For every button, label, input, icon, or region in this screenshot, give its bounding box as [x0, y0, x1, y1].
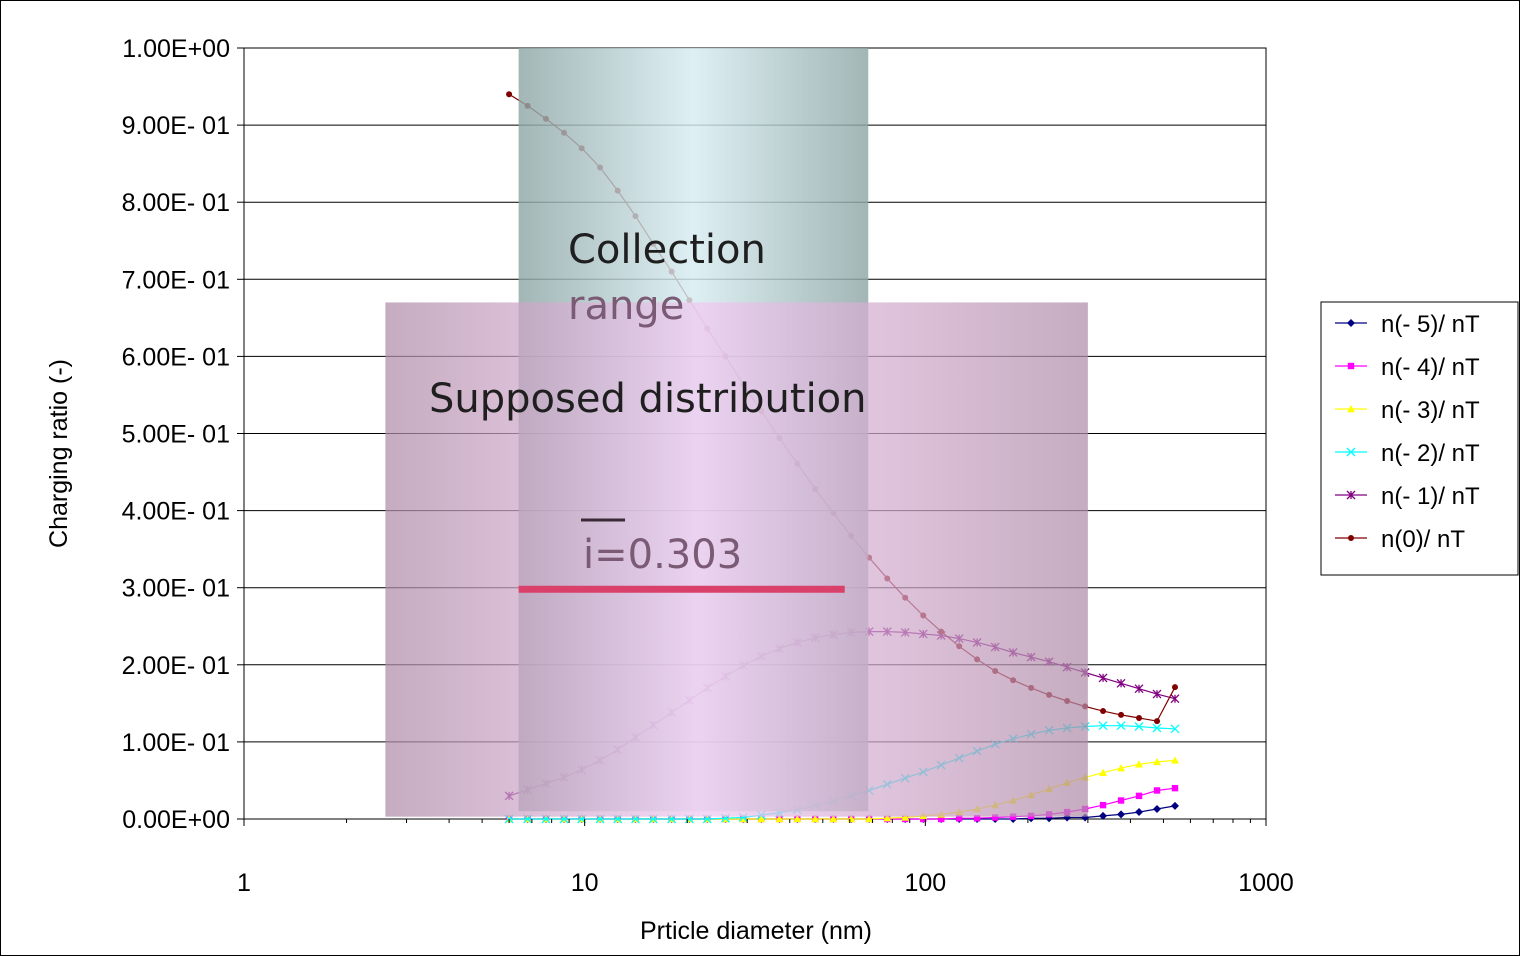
data-point [1346, 447, 1356, 457]
legend-entry: n(- 5)/ nT [1335, 311, 1480, 338]
data-point [1347, 405, 1355, 413]
data-point [1099, 768, 1108, 776]
data-point [1348, 535, 1354, 541]
data-point [506, 91, 513, 98]
y-tick-label: 7.00E- 01 [122, 266, 230, 294]
data-point [1171, 784, 1179, 792]
y-tick-label: 2.00E- 01 [122, 652, 230, 680]
legend-entry: n(- 4)/ nT [1335, 354, 1480, 381]
data-point [955, 815, 963, 822]
data-point [1347, 362, 1355, 370]
data-point [847, 815, 856, 823]
data-point [1170, 801, 1179, 810]
data-point [901, 813, 910, 821]
data-point [1135, 792, 1143, 800]
data-point [1152, 723, 1162, 733]
data-point [739, 815, 748, 823]
data-point [883, 814, 892, 822]
data-point [1098, 673, 1108, 683]
data-point [1346, 490, 1356, 500]
data-point [1170, 724, 1180, 734]
legend-label: n(- 3)/ nT [1381, 397, 1480, 424]
data-point [1100, 708, 1107, 715]
data-point [1152, 689, 1162, 699]
data-point [1135, 808, 1144, 817]
data-point [1134, 722, 1144, 731]
data-point [991, 814, 999, 821]
supposed-distribution-label: Supposed distribution [429, 376, 867, 422]
data-point [1117, 810, 1126, 819]
data-point [973, 815, 981, 822]
y-tick-label: 1.00E+00 [122, 35, 230, 63]
data-point [1170, 756, 1179, 764]
data-point [1135, 760, 1144, 768]
data-point [1153, 804, 1162, 813]
data-point [1116, 721, 1126, 731]
supposed-distribution-box [385, 302, 1088, 817]
data-point [865, 815, 874, 823]
overlay-layer: Collection range Supposed distribution i=0.… [385, 48, 1088, 817]
y-tick-label: 0.00E+00 [122, 806, 230, 834]
legend-box [1320, 301, 1519, 576]
data-point [757, 815, 766, 823]
data-point [1117, 797, 1125, 804]
y-axis-title: Charging ratio (-) [45, 359, 73, 548]
data-point [1154, 718, 1161, 725]
data-point [1347, 319, 1355, 327]
data-point [775, 815, 784, 823]
legend-entry: n(0)/ nT [1335, 526, 1465, 553]
legend-label: n(- 2)/ nT [1381, 440, 1480, 467]
data-point [1118, 711, 1125, 718]
data-point [1099, 801, 1107, 809]
collection-range-label: range [568, 283, 684, 329]
axis-layer: 0.00E+00 1.00E- 01 2.00E- 01 3.00E- 01 4.00E… [45, 35, 1294, 945]
x-axis-title: Prticle diameter (nm) [640, 917, 872, 945]
y-tick-label: 8.00E- 01 [122, 189, 230, 217]
data-point [1134, 684, 1144, 694]
data-point [1099, 811, 1108, 820]
data-point [829, 815, 838, 823]
x-tick-label: 1000 [1238, 869, 1294, 897]
legend-entry: n(- 1)/ nT [1335, 483, 1480, 510]
data-point [1171, 684, 1178, 691]
legend-label: n(- 5)/ nT [1381, 311, 1480, 338]
legend-entry: n(- 3)/ nT [1335, 397, 1480, 424]
data-point [1098, 721, 1108, 731]
data-point [1153, 787, 1161, 794]
x-tick-label: 10 [571, 869, 599, 897]
data-point [1170, 694, 1180, 704]
collection-range-label: Collection [568, 227, 766, 273]
x-tick-label: 100 [904, 869, 946, 897]
legend: n(- 5)/ nT n(- 4)/ nT n(- 3)/ nT n(- 2)/ nT… [1320, 301, 1519, 576]
data-point [1116, 678, 1126, 688]
x-tick-label: 1 [237, 869, 251, 897]
data-point [811, 815, 820, 823]
y-tick-label: 4.00E- 01 [122, 498, 230, 526]
data-point [1153, 757, 1162, 766]
legend-label: n(- 4)/ nT [1381, 354, 1480, 381]
mean-value-label: i=0.303 [583, 532, 742, 578]
data-point [937, 815, 945, 823]
legend-entry: n(- 2)/ nT [1335, 440, 1480, 467]
data-point [793, 815, 802, 823]
y-tick-label: 1.00E- 01 [122, 729, 230, 757]
legend-label: n(0)/ nT [1381, 526, 1465, 553]
data-point [1117, 764, 1126, 772]
legend-label: n(- 1)/ nT [1381, 483, 1480, 510]
y-tick-label: 5.00E- 01 [122, 421, 230, 449]
y-tick-label: 3.00E- 01 [122, 575, 230, 603]
y-tick-label: 6.00E- 01 [122, 343, 230, 371]
data-point [1136, 714, 1143, 721]
y-tick-label: 9.00E- 01 [122, 112, 230, 140]
